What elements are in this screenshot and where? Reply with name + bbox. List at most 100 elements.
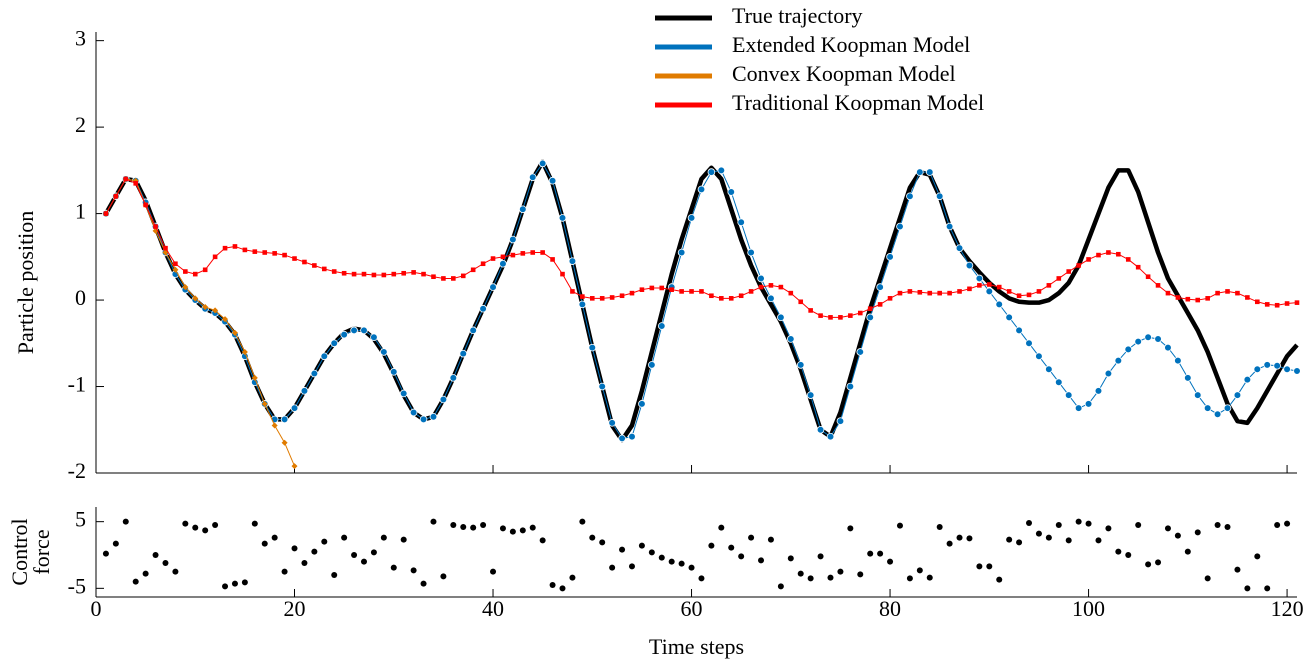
- point: [678, 560, 685, 567]
- point: [877, 550, 884, 557]
- point: [846, 382, 855, 391]
- point: [411, 270, 416, 275]
- y-axis-label: Control: [7, 518, 32, 585]
- point: [1035, 530, 1042, 537]
- point: [381, 272, 387, 278]
- point: [509, 528, 516, 535]
- point: [519, 205, 527, 214]
- point: [738, 293, 744, 299]
- point: [281, 568, 288, 575]
- point: [340, 330, 348, 339]
- point: [926, 574, 933, 581]
- point: [1035, 352, 1043, 361]
- point: [748, 289, 754, 294]
- point: [1154, 335, 1162, 343]
- point: [480, 522, 487, 528]
- point: [856, 348, 865, 356]
- point: [500, 254, 506, 260]
- point: [479, 304, 487, 313]
- point: [1076, 263, 1081, 268]
- point: [360, 558, 367, 565]
- point: [341, 270, 347, 276]
- point: [816, 425, 825, 434]
- point: [1064, 391, 1073, 399]
- point: [1164, 343, 1172, 352]
- point: [807, 575, 814, 582]
- point: [330, 339, 339, 348]
- point: [786, 335, 795, 343]
- point: [1045, 365, 1053, 374]
- point: [460, 273, 466, 279]
- point: [1084, 400, 1093, 408]
- point: [927, 290, 933, 296]
- point: [1243, 375, 1252, 384]
- point: [936, 524, 943, 530]
- point: [112, 540, 119, 547]
- point: [649, 285, 655, 291]
- point: [668, 558, 675, 565]
- point: [618, 434, 626, 443]
- point: [1264, 585, 1271, 592]
- point: [490, 256, 496, 261]
- point: [469, 326, 477, 335]
- point: [1145, 274, 1151, 280]
- point: [291, 463, 298, 470]
- point: [222, 316, 229, 323]
- point: [1184, 374, 1192, 382]
- point: [310, 369, 319, 378]
- point: [192, 524, 199, 531]
- point: [1215, 290, 1220, 296]
- point: [995, 300, 1004, 309]
- point: [1144, 333, 1152, 342]
- y-tick-label: 3: [75, 26, 86, 51]
- point: [1293, 367, 1301, 375]
- point: [202, 267, 208, 273]
- point: [192, 271, 198, 277]
- point: [876, 283, 884, 291]
- y-tick-label: -1: [68, 372, 86, 397]
- point: [1233, 391, 1242, 399]
- point: [1244, 585, 1251, 592]
- point: [935, 192, 944, 201]
- legend-label: True trajectory: [732, 3, 863, 28]
- point: [529, 524, 536, 531]
- point: [1213, 410, 1222, 419]
- point: [777, 313, 785, 322]
- point: [946, 540, 953, 547]
- point: [638, 400, 646, 408]
- point: [1253, 365, 1262, 374]
- point: [499, 525, 506, 532]
- point: [1105, 525, 1112, 532]
- point: [985, 287, 994, 296]
- point: [887, 558, 894, 565]
- point: [857, 310, 863, 316]
- point: [212, 307, 219, 314]
- point: [251, 520, 258, 527]
- point: [1263, 361, 1272, 369]
- y-tick-label: 1: [75, 199, 86, 224]
- point: [400, 536, 407, 543]
- point: [1055, 522, 1062, 528]
- point: [123, 176, 129, 182]
- point: [808, 308, 813, 313]
- point: [1095, 537, 1102, 544]
- point: [1223, 404, 1232, 412]
- point: [1006, 289, 1012, 294]
- point: [757, 274, 765, 283]
- point: [578, 300, 587, 309]
- point: [1135, 264, 1141, 270]
- point: [371, 272, 377, 278]
- point: [580, 294, 585, 299]
- point: [957, 289, 962, 294]
- point: [699, 289, 704, 294]
- point: [182, 520, 189, 527]
- point: [767, 536, 774, 543]
- point: [429, 412, 438, 421]
- point: [163, 245, 168, 251]
- point: [1234, 566, 1241, 573]
- point: [1075, 518, 1082, 525]
- point: [480, 261, 486, 267]
- point: [658, 554, 665, 561]
- point: [390, 564, 397, 571]
- point: [570, 289, 575, 294]
